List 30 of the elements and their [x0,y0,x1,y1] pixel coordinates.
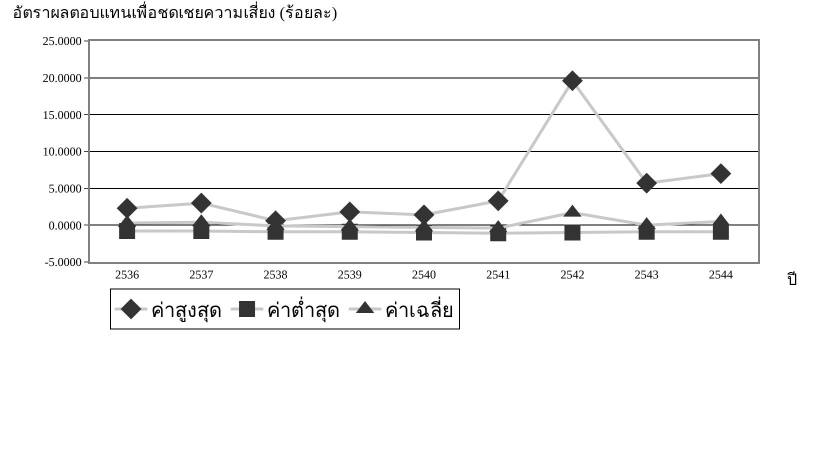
point [339,202,360,222]
y-tick-label: 10.0000 [42,144,82,159]
x-tick-label: 2537 [189,267,214,282]
x-tick-label: 2541 [486,267,510,282]
x-axis-title: ปี [787,271,797,289]
x-tick-label: 2544 [708,267,733,282]
point [562,70,583,92]
x-tick-label: 2536 [115,267,140,282]
point [564,224,580,241]
y-tick-label: -5.0000 [44,255,82,270]
x-tick-label: 2543 [634,267,659,282]
point [190,192,212,214]
y-tick-label: 20.0000 [42,71,82,86]
point [710,163,732,184]
point [712,224,729,240]
legend-label: ค่าต่ำสุด [267,296,340,323]
point [636,172,658,194]
y-tick-label: 15.0000 [42,108,82,122]
x-tick-label: 2542 [560,267,584,282]
y-tick-label: 0.0000 [48,218,82,232]
chart-title: อัตราผลตอบแทนเพื่อชดเชยความเสี่ยง (ร้อยละ) [12,1,338,22]
y-tick-label: 25.0000 [42,34,82,48]
y-tick-label: 5.0000 [48,182,82,196]
point [116,198,138,219]
legend-label: ค่าสูงสุด [151,300,222,323]
legend-label: ค่าเฉลี่ย [385,296,454,322]
x-tick-label: 2538 [264,267,288,282]
x-tick-label: 2539 [338,267,362,282]
point [488,190,509,212]
x-tick-label: 2540 [412,267,436,282]
